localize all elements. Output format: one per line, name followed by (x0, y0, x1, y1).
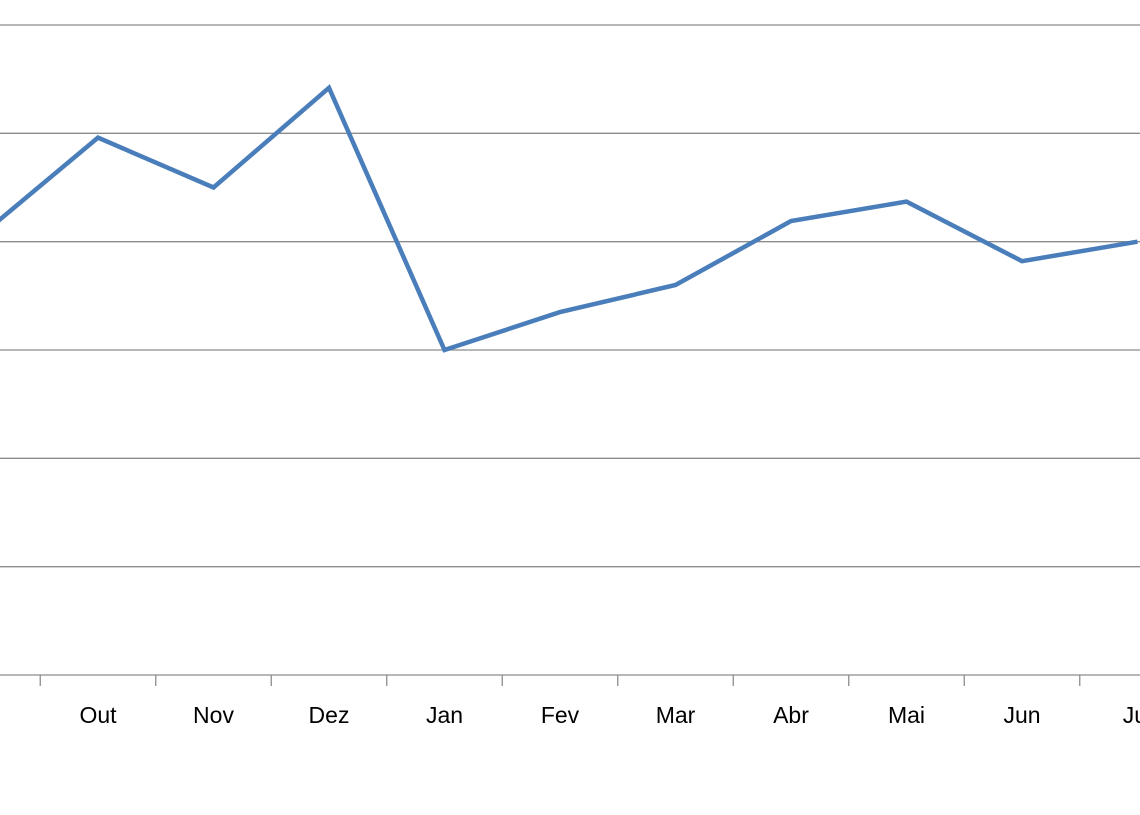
x-tick-label: Jul (1123, 702, 1140, 728)
x-tick-label: Jan (426, 702, 463, 728)
x-tick-label: Fev (541, 702, 580, 728)
x-tick-label: Out (79, 702, 117, 728)
x-tick-label: Abr (773, 702, 809, 728)
data-line (0, 84, 1138, 353)
x-tick-label: Dez (309, 702, 350, 728)
x-tick-label: Nov (193, 702, 234, 728)
x-tick-label: Mai (888, 702, 925, 728)
x-tick-label: Mar (656, 702, 696, 728)
x-tick-label: Jun (1003, 702, 1040, 728)
